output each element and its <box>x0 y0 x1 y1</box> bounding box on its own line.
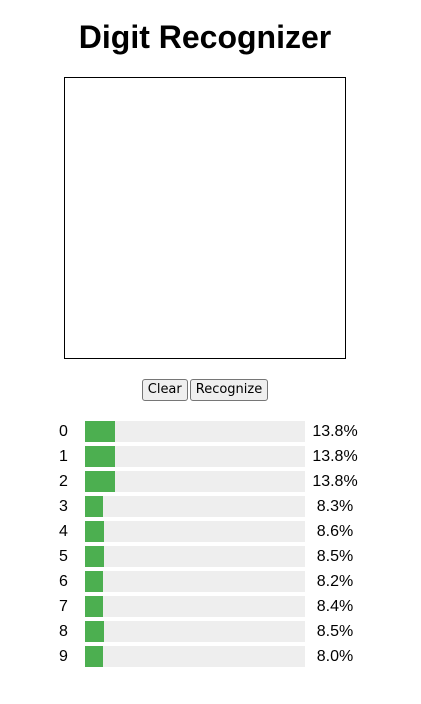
prediction-row-0: 0 13.8% <box>0 420 421 445</box>
page-title: Digit Recognizer <box>78 19 332 55</box>
clear-button[interactable]: Clear <box>141 379 188 401</box>
prediction-row-9: 9 8.0% <box>0 645 421 670</box>
prediction-row-1: 1 13.8% <box>0 445 421 470</box>
digit-label: 9 <box>59 648 68 665</box>
probability-percent: 8.3% <box>316 498 354 515</box>
probability-percent: 13.8% <box>312 448 358 465</box>
drawing-canvas[interactable] <box>64 77 346 359</box>
digit-label: 8 <box>59 623 68 640</box>
probability-bar-track <box>85 446 305 467</box>
prediction-row-7: 7 8.4% <box>0 595 421 620</box>
probability-percent: 8.2% <box>316 573 354 590</box>
probability-bar-fill <box>85 496 104 517</box>
digit-label: 0 <box>59 423 68 440</box>
probability-bar-track <box>85 596 305 617</box>
probability-bar-track <box>85 496 305 517</box>
probability-bar-fill <box>85 596 104 617</box>
digit-label: 7 <box>59 598 68 615</box>
probability-bar-track <box>85 421 305 442</box>
button-row: Clear Recognize <box>0 379 410 401</box>
probability-bar-fill <box>85 446 116 467</box>
digit-label: 1 <box>59 448 68 465</box>
probability-bar-track <box>85 546 305 567</box>
recognize-button[interactable]: Recognize <box>189 379 269 401</box>
prediction-row-5: 5 8.5% <box>0 545 421 570</box>
probability-bar-track <box>85 571 305 592</box>
probability-bar-fill <box>85 621 104 642</box>
prediction-row-6: 6 8.2% <box>0 570 421 595</box>
probability-percent: 8.5% <box>316 623 354 640</box>
probability-bar-fill <box>85 521 104 542</box>
prediction-list: 0 13.8% 1 13.8% 2 13.8% 3 8.3% 4 8.6% 5 <box>0 420 421 670</box>
probability-bar-fill <box>85 421 116 442</box>
digit-label: 6 <box>59 573 68 590</box>
prediction-row-4: 4 8.6% <box>0 520 421 545</box>
digit-label: 4 <box>59 523 68 540</box>
probability-bar-fill <box>85 646 103 667</box>
probability-percent: 8.0% <box>316 648 354 665</box>
digit-label: 2 <box>59 473 68 490</box>
probability-bar-track <box>85 621 305 642</box>
prediction-row-2: 2 13.8% <box>0 470 421 495</box>
digit-label: 3 <box>59 498 68 515</box>
probability-bar-fill <box>85 571 104 592</box>
prediction-row-3: 3 8.3% <box>0 495 421 520</box>
probability-bar-fill <box>85 546 104 567</box>
probability-percent: 8.6% <box>316 523 354 540</box>
probability-bar-track <box>85 521 305 542</box>
probability-bar-fill <box>85 471 116 492</box>
probability-bar-track <box>85 646 305 667</box>
probability-bar-track <box>85 471 305 492</box>
prediction-row-8: 8 8.5% <box>0 620 421 645</box>
digit-label: 5 <box>59 548 68 565</box>
probability-percent: 8.5% <box>316 548 354 565</box>
probability-percent: 13.8% <box>312 423 358 440</box>
probability-percent: 13.8% <box>312 473 358 490</box>
probability-percent: 8.4% <box>316 598 354 615</box>
